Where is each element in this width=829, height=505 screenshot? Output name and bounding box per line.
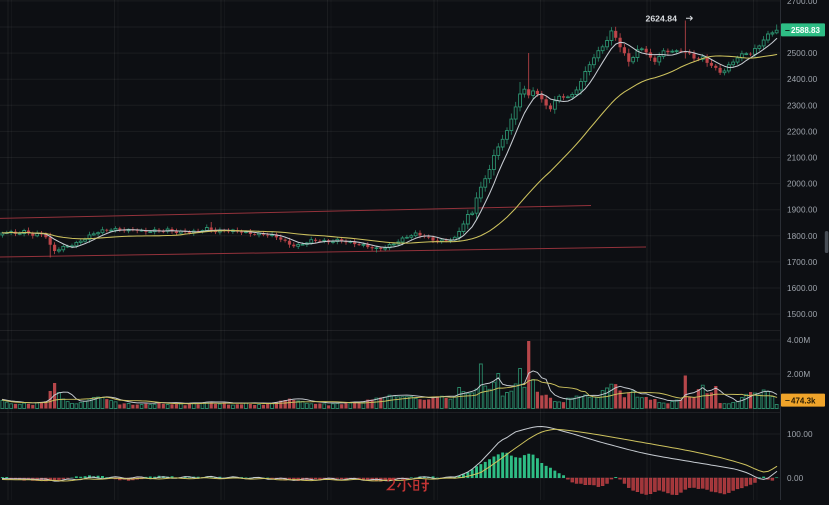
svg-text:4.00M: 4.00M [787, 336, 810, 345]
svg-text:1500.00: 1500.00 [787, 310, 818, 319]
svg-text:2500.00: 2500.00 [787, 49, 818, 58]
svg-text:–: – [785, 395, 790, 405]
svg-text:2000.00: 2000.00 [787, 180, 818, 189]
svg-text:2300.00: 2300.00 [787, 101, 818, 110]
svg-text:474.3k: 474.3k [791, 396, 816, 405]
svg-text:1900.00: 1900.00 [787, 206, 818, 215]
svg-text:2100.00: 2100.00 [787, 154, 818, 163]
svg-text:100.00: 100.00 [787, 430, 813, 439]
svg-text:2.00M: 2.00M [787, 370, 810, 379]
svg-text:–: – [785, 25, 790, 35]
svg-text:0.00: 0.00 [787, 474, 804, 483]
svg-text:1700.00: 1700.00 [787, 258, 818, 267]
svg-text:2700.00: 2700.00 [787, 0, 818, 6]
svg-text:2400.00: 2400.00 [787, 75, 818, 84]
svg-text:2200.00: 2200.00 [787, 127, 818, 136]
svg-text:1800.00: 1800.00 [787, 232, 818, 241]
svg-text:2624.84: 2624.84 [646, 13, 678, 23]
svg-text:1600.00: 1600.00 [787, 284, 818, 293]
svg-text:2588.83: 2588.83 [791, 26, 820, 35]
